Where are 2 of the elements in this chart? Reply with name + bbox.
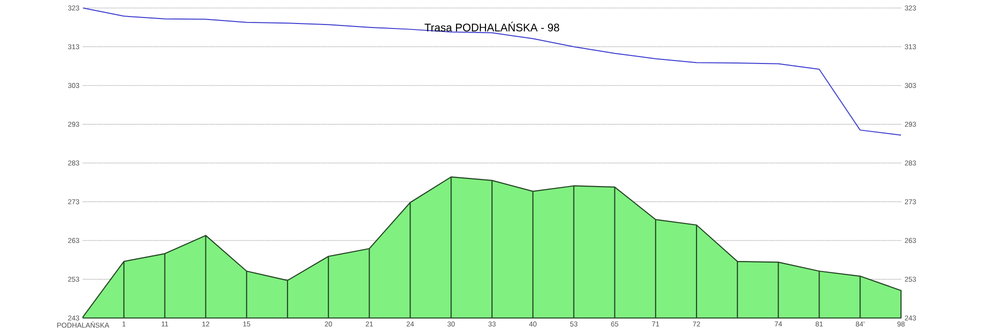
line-series <box>82 8 902 136</box>
text: Trasa PODHALAŃSKA - 98 <box>424 22 560 32</box>
